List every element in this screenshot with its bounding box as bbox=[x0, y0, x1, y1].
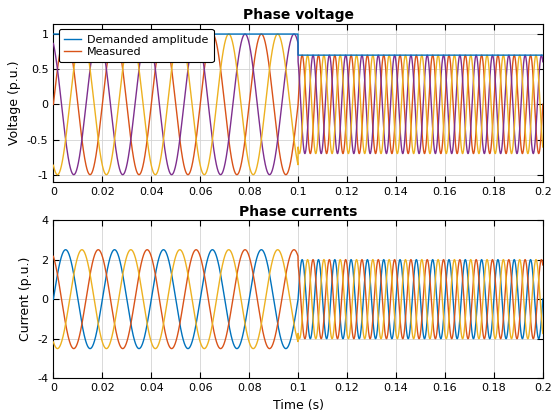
Demanded amplitude bbox=[295, 52, 301, 58]
Y-axis label: Current (p.u.): Current (p.u.) bbox=[19, 257, 32, 341]
Measured bbox=[147, 106, 154, 111]
Demanded amplitude bbox=[296, 52, 303, 58]
Y-axis label: Voltage (p.u.): Voltage (p.u.) bbox=[8, 60, 21, 145]
Measured bbox=[62, 32, 69, 37]
Legend: Demanded amplitude, Measured: Demanded amplitude, Measured bbox=[59, 29, 213, 63]
Demanded amplitude bbox=[258, 32, 265, 37]
Measured bbox=[119, 65, 126, 70]
Title: Phase currents: Phase currents bbox=[239, 205, 357, 219]
Title: Phase voltage: Phase voltage bbox=[242, 8, 353, 22]
Measured bbox=[259, 32, 265, 37]
Measured bbox=[87, 172, 94, 177]
Line: Measured: Measured bbox=[53, 34, 543, 175]
Demanded amplitude bbox=[383, 52, 390, 58]
Line: Demanded amplitude: Demanded amplitude bbox=[53, 34, 543, 55]
Measured bbox=[296, 72, 303, 77]
X-axis label: Time (s): Time (s) bbox=[273, 399, 324, 412]
Measured bbox=[383, 79, 390, 84]
Demanded amplitude bbox=[147, 32, 154, 37]
Demanded amplitude bbox=[119, 32, 125, 37]
Measured bbox=[50, 102, 57, 107]
Demanded amplitude bbox=[539, 52, 546, 58]
Demanded amplitude bbox=[50, 32, 57, 37]
Demanded amplitude bbox=[264, 32, 270, 37]
Measured bbox=[264, 50, 270, 55]
Measured bbox=[539, 102, 546, 107]
